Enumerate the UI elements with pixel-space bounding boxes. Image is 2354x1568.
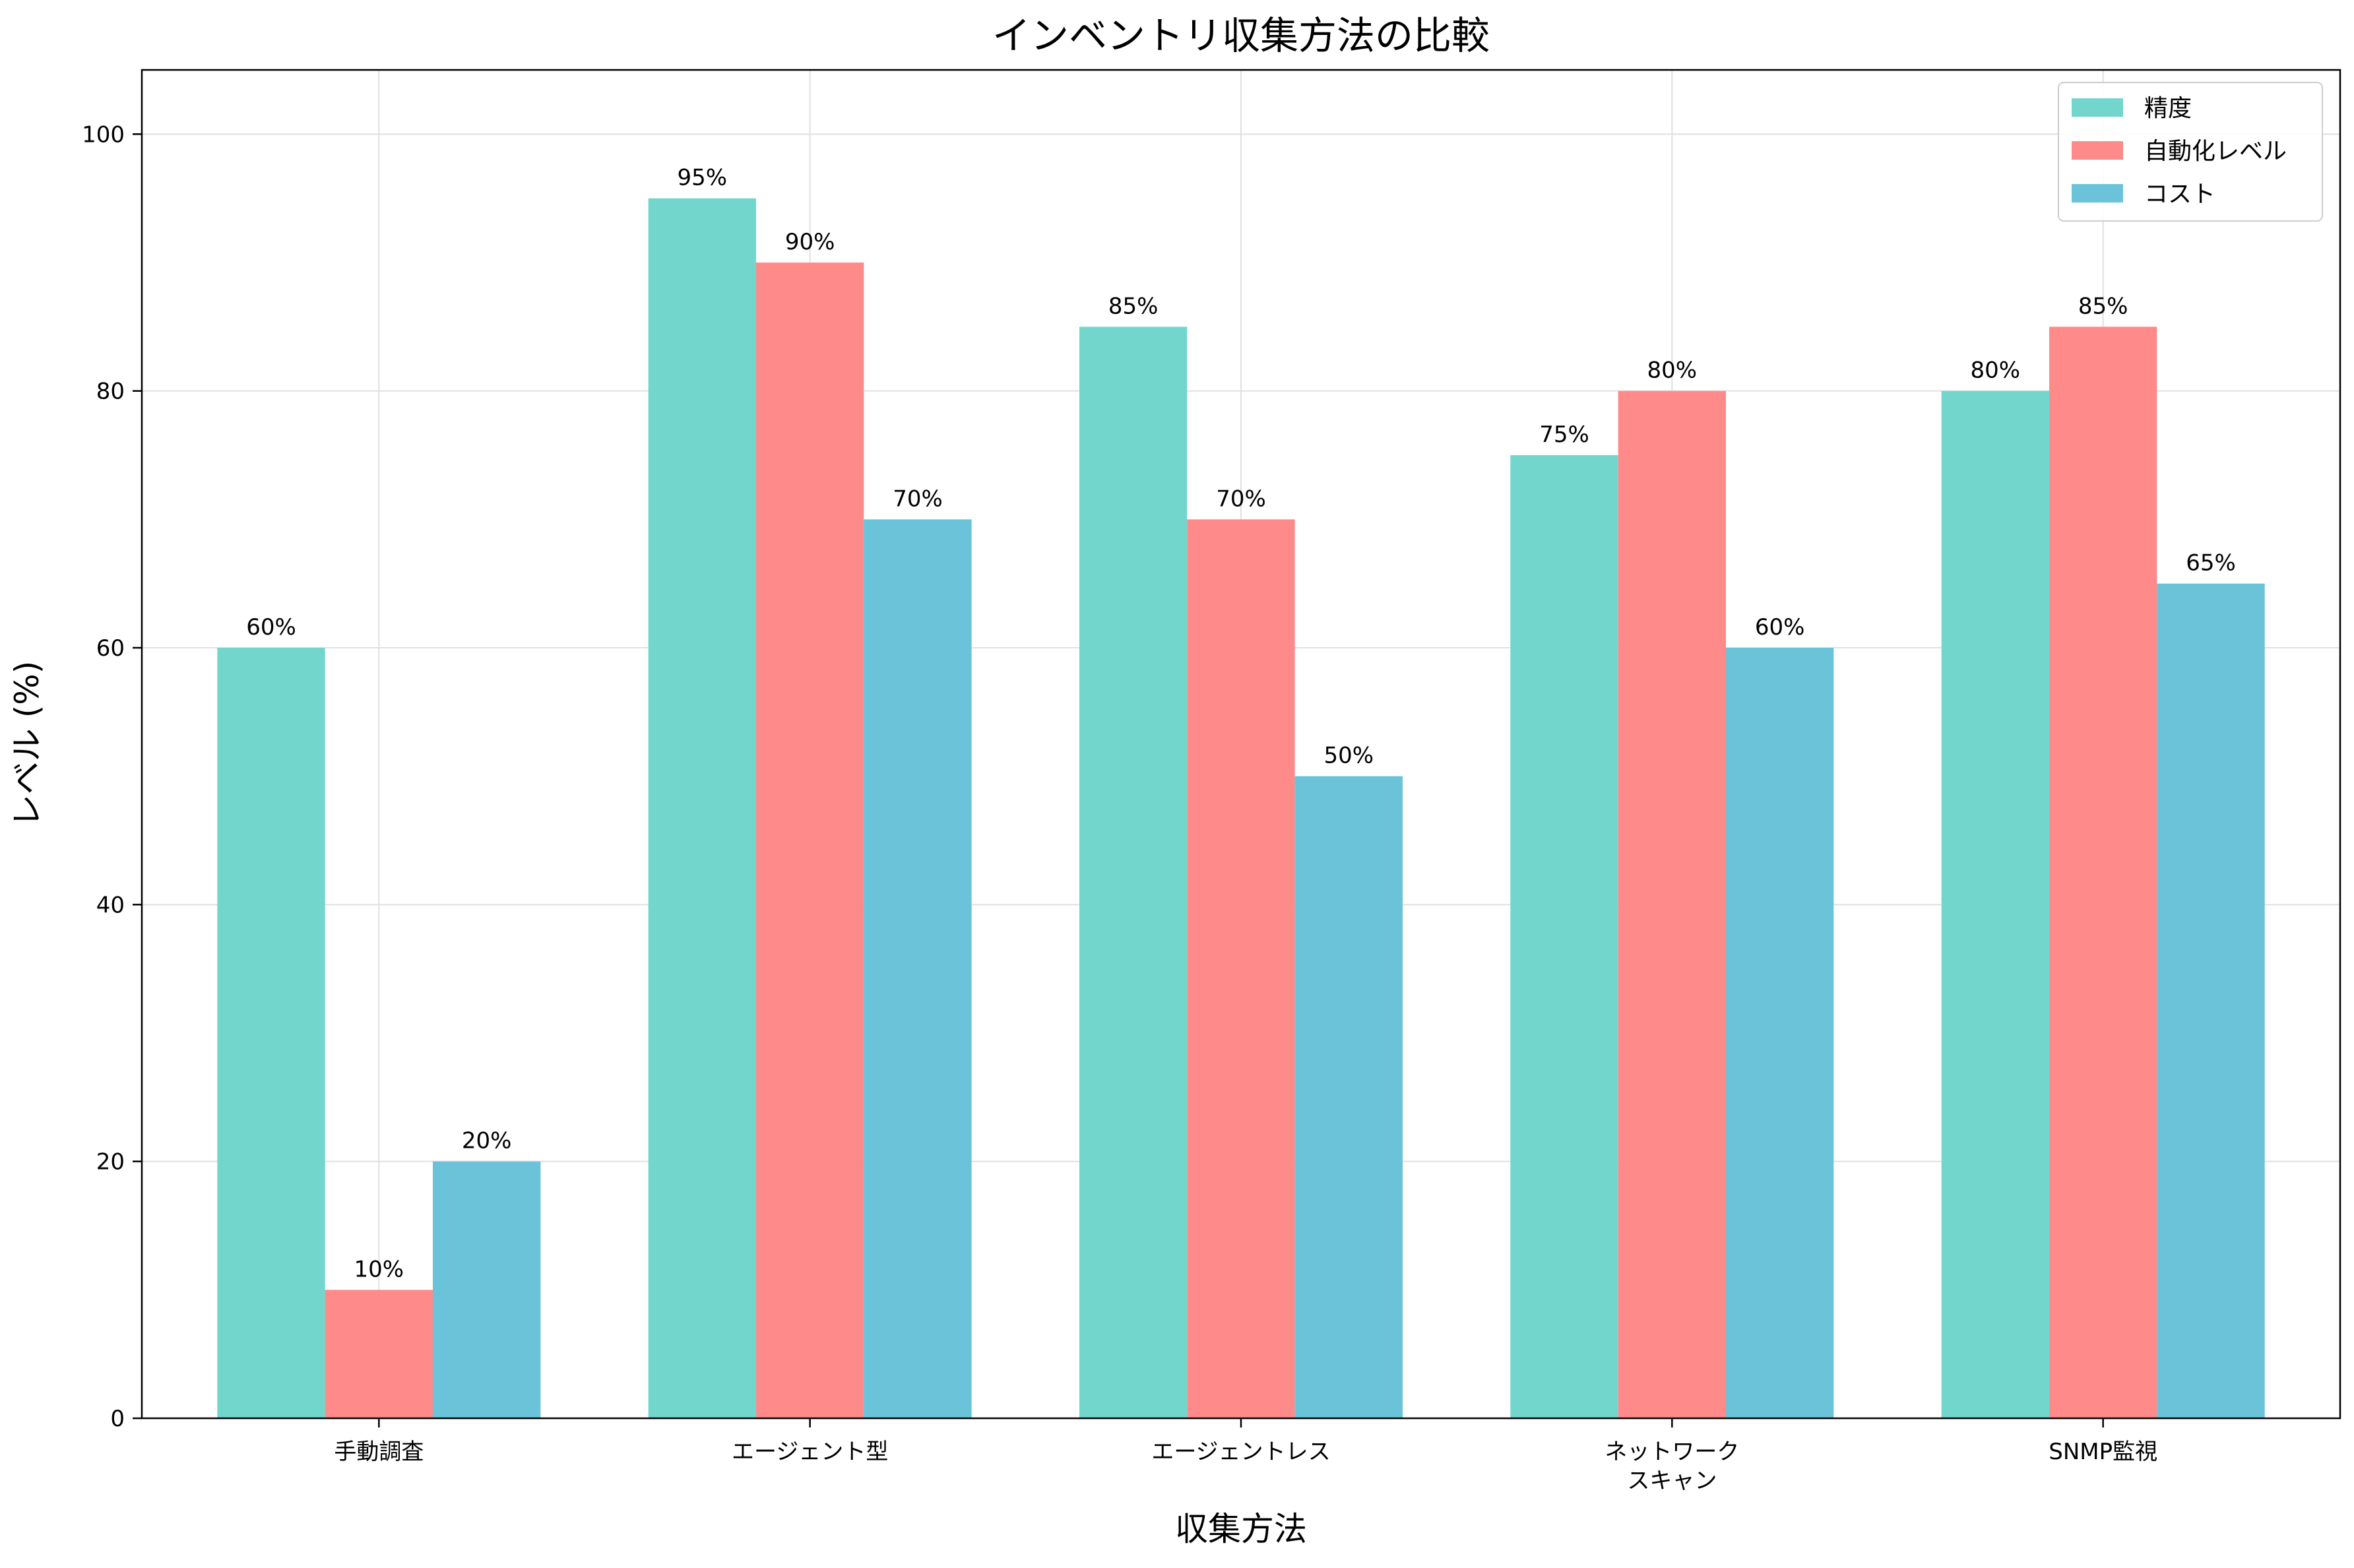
bar-value-label: 85% bbox=[2078, 293, 2128, 319]
bar-value-label: 75% bbox=[1539, 422, 1589, 448]
y-axis-label: レベル (%) bbox=[8, 661, 46, 827]
x-tick-label: ネットワークスキャン bbox=[1605, 1439, 1739, 1494]
bar bbox=[1618, 391, 1726, 1418]
bar-value-label: 95% bbox=[678, 165, 728, 191]
y-tick-label: 0 bbox=[110, 1406, 125, 1432]
bar bbox=[325, 1290, 433, 1418]
bar bbox=[1726, 648, 1834, 1418]
bar-value-label: 85% bbox=[1108, 293, 1159, 319]
bar-value-label: 65% bbox=[2186, 550, 2236, 577]
y-tick-label: 20 bbox=[96, 1149, 125, 1176]
legend-label: コスト bbox=[2144, 181, 2215, 208]
bar-value-label: 80% bbox=[1647, 358, 1698, 384]
y-tick-label: 40 bbox=[96, 892, 125, 918]
legend-swatch bbox=[2072, 98, 2123, 117]
bar bbox=[1510, 455, 1618, 1418]
bar bbox=[1941, 391, 2049, 1418]
bar-value-label: 60% bbox=[1755, 614, 1805, 641]
x-tick-label: エージェント型 bbox=[732, 1439, 888, 1465]
bar bbox=[864, 519, 972, 1419]
legend-swatch bbox=[2072, 141, 2123, 160]
bars bbox=[217, 198, 2265, 1419]
bar-value-labels: 60% 95% 85% 75% 80% 10% 90% 70% 80% 85% 20% 70% 50% 6… bbox=[246, 165, 2236, 1283]
x-axis-ticks: 手動調査 エージェント型 エージェントレス ネットワークスキャン SNMP監視 bbox=[334, 1418, 2157, 1494]
bar bbox=[433, 1161, 541, 1418]
bar bbox=[2157, 583, 2265, 1418]
x-tick-label: 手動調査 bbox=[334, 1439, 424, 1465]
bar-value-label: 20% bbox=[462, 1128, 512, 1154]
y-tick-label: 100 bbox=[82, 121, 125, 148]
legend-label: 自動化レベル bbox=[2144, 138, 2287, 165]
bar-value-label: 70% bbox=[893, 486, 943, 512]
legend-swatch bbox=[2072, 184, 2123, 203]
bar-value-label: 50% bbox=[1324, 743, 1374, 769]
bar-value-label: 70% bbox=[1216, 486, 1266, 512]
bar-value-label: 90% bbox=[785, 229, 835, 255]
bar-value-label: 80% bbox=[1971, 358, 2021, 384]
bar bbox=[1294, 776, 1403, 1418]
bar bbox=[648, 198, 756, 1419]
y-tick-label: 60 bbox=[96, 635, 125, 662]
bar bbox=[2049, 327, 2157, 1418]
legend-box bbox=[2058, 82, 2323, 222]
y-tick-label: 80 bbox=[96, 379, 125, 405]
x-axis-label: 収集方法 bbox=[1175, 1510, 1307, 1548]
y-axis-ticks: 0 20 40 60 80 100 bbox=[82, 121, 142, 1432]
bar bbox=[1079, 327, 1188, 1418]
chart-title: インベントリ収集方法の比較 bbox=[992, 13, 1490, 58]
x-tick-label: SNMP監視 bbox=[2049, 1439, 2157, 1465]
bar bbox=[756, 263, 864, 1418]
bar-value-label: 10% bbox=[354, 1256, 404, 1282]
x-tick-label: エージェントレス bbox=[1151, 1439, 1330, 1465]
legend-label: 精度 bbox=[2144, 95, 2192, 122]
bar bbox=[217, 648, 325, 1418]
bar bbox=[1187, 519, 1295, 1419]
bar-value-label: 60% bbox=[246, 614, 296, 641]
